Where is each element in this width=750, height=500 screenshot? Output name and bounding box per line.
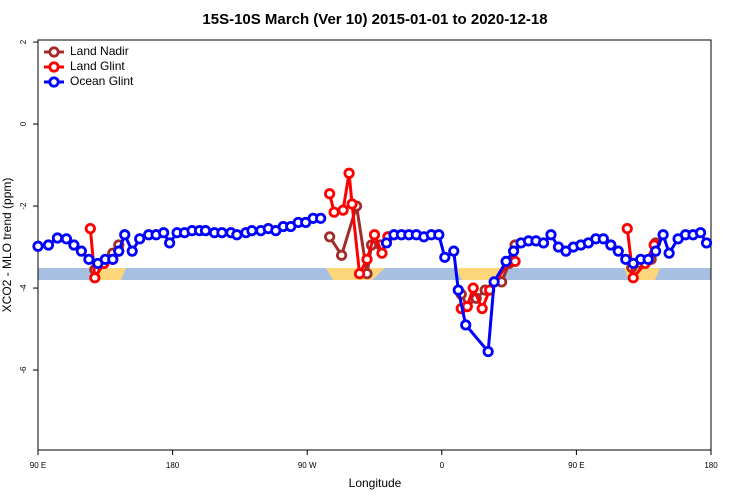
point [448, 245, 460, 257]
point [642, 253, 654, 265]
point [51, 232, 64, 244]
point [507, 245, 520, 257]
chart-title: 15S-10S March (Ver 10) 2015-01-01 to 202… [202, 11, 547, 28]
y-tick-label: -6 [19, 366, 28, 374]
point [605, 239, 617, 251]
point [113, 245, 125, 257]
point [439, 251, 451, 263]
point [324, 231, 336, 243]
x-tick-label: 90 W [298, 461, 317, 470]
y-tick-label: 2 [19, 39, 28, 44]
point [509, 255, 521, 267]
legend-label: Land Glint [70, 59, 125, 73]
point [476, 302, 488, 315]
point [134, 233, 146, 245]
point [376, 247, 388, 259]
legend-marker [48, 76, 60, 88]
point [621, 223, 633, 235]
surface-band [38, 268, 711, 280]
point [361, 253, 373, 265]
point [461, 300, 473, 313]
legend-marker [48, 61, 60, 73]
point [84, 223, 96, 235]
point [694, 227, 707, 239]
point [324, 188, 336, 200]
x-tick-label: 90 E [30, 461, 46, 470]
point [216, 227, 228, 239]
point [343, 167, 355, 179]
point [368, 229, 381, 241]
y-tick-label: -2 [19, 202, 28, 210]
point [68, 239, 80, 251]
point [75, 245, 87, 257]
point [380, 237, 393, 249]
point [32, 240, 44, 252]
x-tick-label: 0 [440, 461, 445, 470]
point [107, 253, 119, 265]
point [89, 272, 101, 284]
point [60, 233, 73, 245]
point [199, 225, 212, 237]
point [657, 229, 669, 241]
point [337, 204, 349, 216]
x-tick-label: 180 [166, 461, 180, 470]
point [488, 276, 500, 288]
point [433, 229, 445, 241]
point [246, 225, 258, 237]
point [353, 268, 366, 280]
legend-label: Land Nadir [70, 44, 129, 58]
point [460, 319, 472, 331]
legend-marker [48, 46, 60, 58]
point [500, 255, 512, 267]
y-tick-label: 0 [19, 121, 28, 126]
point [346, 198, 358, 210]
point [315, 212, 327, 224]
point [700, 237, 713, 249]
point [650, 245, 662, 257]
point [663, 247, 675, 259]
x-axis-title: Longitude [349, 476, 402, 490]
point [335, 249, 348, 261]
point [452, 284, 464, 296]
point [83, 253, 95, 265]
point [612, 245, 624, 257]
y-axis-title: XCO2 - MLO trend (ppm) [0, 178, 14, 313]
legend-label: Ocean Glint [70, 74, 134, 88]
point [597, 233, 609, 245]
point [164, 237, 176, 249]
point [627, 272, 639, 284]
x-tick-label: 90 E [568, 461, 584, 470]
y-tick-label: -4 [19, 284, 28, 292]
point [158, 227, 170, 239]
point [537, 237, 550, 249]
point [126, 245, 138, 257]
x-tick-label: 180 [704, 461, 718, 470]
point [482, 345, 494, 358]
point [467, 282, 479, 294]
point [328, 206, 340, 218]
point [42, 239, 55, 251]
point [119, 229, 131, 241]
point [545, 229, 557, 241]
point [231, 229, 243, 241]
